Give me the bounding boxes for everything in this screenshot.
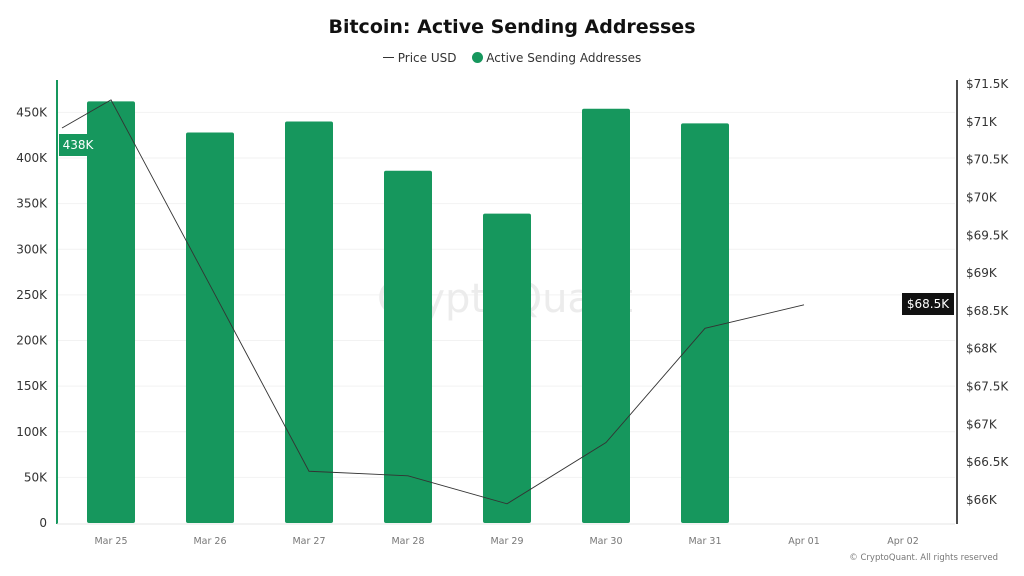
left-tick-label: 400K [16,151,48,165]
bar-mar-30 [582,108,630,523]
right-tick-label: $71.5K [966,77,1009,91]
bar-mar-25 [87,101,135,524]
x-tick-label: Apr 01 [788,536,820,547]
left-tick-label: 150K [16,379,48,393]
x-tick-label: Mar 29 [490,536,523,547]
right-tick-label: $66K [966,493,998,507]
legend-addresses[interactable]: Active Sending Addresses [486,50,642,65]
x-tick-label: Mar 30 [589,536,622,547]
legend-price[interactable]: Price USD [397,50,457,65]
right-tick-label: $70K [966,190,998,204]
left-tick-label: 50K [24,470,48,484]
bar-mar-29 [483,213,531,523]
right-value-marker [902,293,954,315]
right-tick-label: $69K [966,266,998,280]
bar-mar-28 [384,170,432,523]
left-tick-label: 250K [16,288,48,302]
x-tick-label: Mar 31 [688,536,721,547]
right-tick-label: $67K [966,417,998,431]
right-tick-label: $66.5K [966,455,1009,469]
bar-mar-31 [681,123,729,523]
left-tick-label: 350K [16,197,48,211]
left-tick-label: 200K [16,334,48,348]
left-tick-label: 100K [16,425,48,439]
copyright: © CryptoQuant. All rights reserved [849,553,998,563]
right-tick-label: $70.5K [966,153,1009,167]
right-tick-label: $68K [966,342,998,356]
left-value-marker-text: 438K [63,138,95,152]
x-tick-label: Mar 26 [193,536,226,547]
legend-dot-icon [472,52,484,63]
x-tick-label: Mar 25 [94,536,127,547]
chart-title: Bitcoin: Active Sending Addresses [328,16,696,38]
legend-line-icon [382,57,394,58]
left-value-marker [59,134,97,156]
x-tick-label: Mar 27 [292,536,325,547]
right-tick-label: $67.5K [966,380,1009,394]
right-value-marker-text: $68.5K [907,297,950,311]
bar-mar-26 [186,132,234,523]
left-tick-label: 0 [39,516,47,530]
right-tick-label: $69.5K [966,228,1009,242]
x-tick-label: Mar 28 [391,536,424,547]
right-tick-label: $68.5K [966,304,1009,318]
left-tick-label: 300K [16,242,48,256]
x-tick-label: Apr 02 [887,536,919,547]
left-tick-label: 450K [16,105,48,119]
right-tick-label: $71K [966,115,998,129]
bar-mar-27 [285,121,333,523]
price-line [61,99,805,505]
legend: Price USD Active Sending Addresses [0,50,1024,65]
